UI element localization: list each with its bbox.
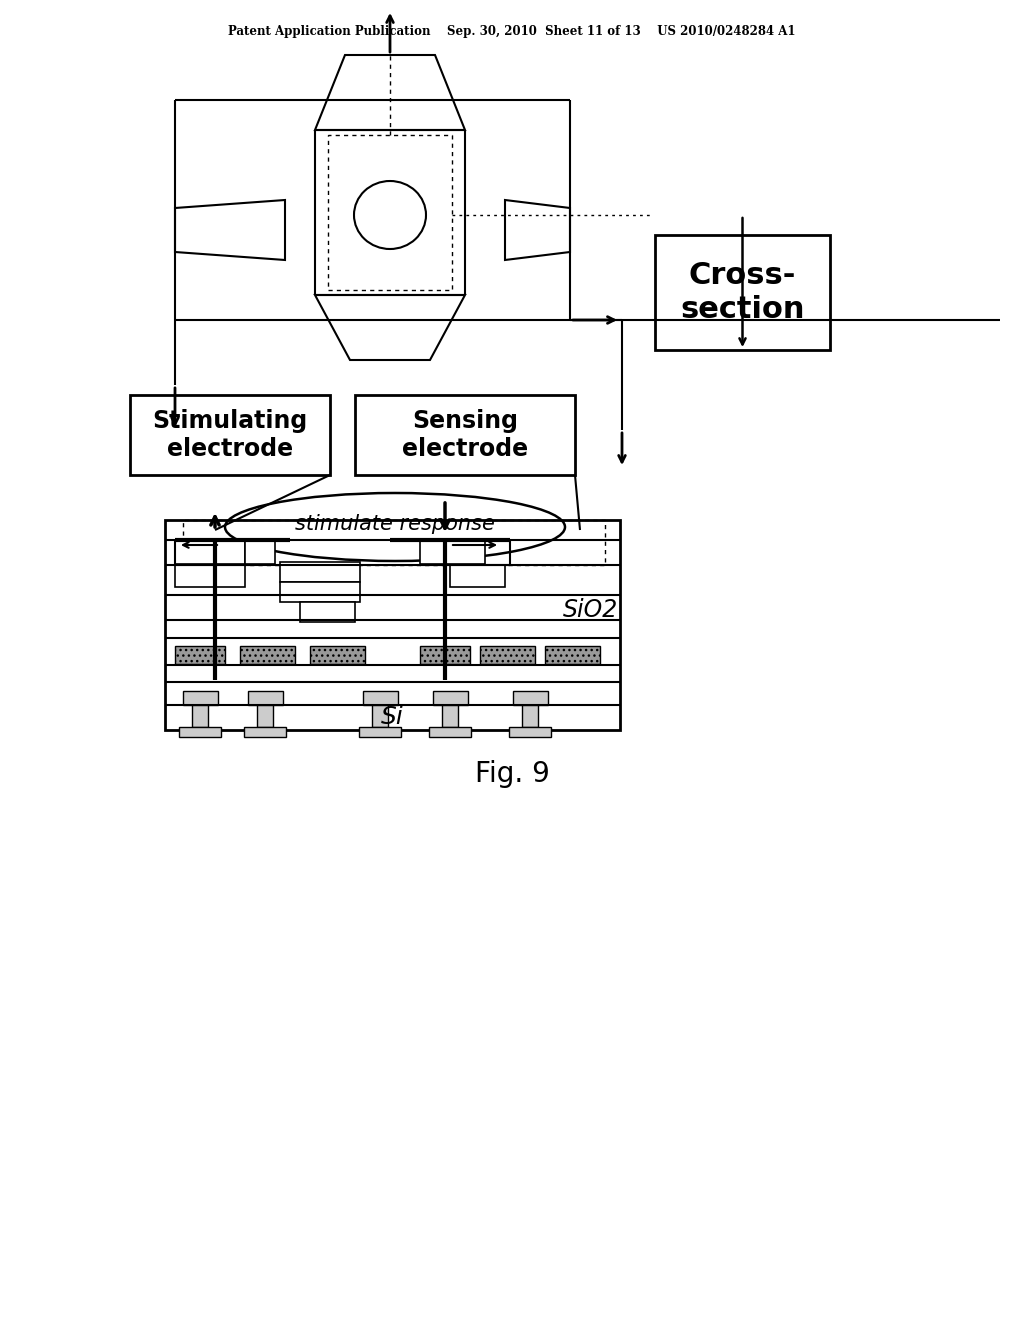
Bar xyxy=(429,727,471,737)
Bar xyxy=(310,645,365,664)
Bar xyxy=(480,645,535,664)
Bar xyxy=(175,645,225,664)
Bar xyxy=(179,727,221,737)
Bar xyxy=(432,690,468,705)
Bar xyxy=(175,541,245,564)
Bar xyxy=(372,705,388,727)
Bar xyxy=(442,705,458,727)
Bar xyxy=(509,727,551,737)
Bar xyxy=(545,645,600,664)
Bar xyxy=(183,520,605,565)
Bar xyxy=(248,690,283,705)
Bar xyxy=(450,565,505,587)
Bar xyxy=(522,705,538,727)
Bar xyxy=(280,562,360,582)
Bar xyxy=(182,690,217,705)
Bar xyxy=(175,565,245,587)
Text: Fig. 9: Fig. 9 xyxy=(474,760,550,788)
Bar xyxy=(655,235,830,350)
Bar xyxy=(420,645,470,664)
Bar xyxy=(300,602,355,622)
Bar xyxy=(244,727,286,737)
Bar xyxy=(280,582,360,602)
Text: Si: Si xyxy=(381,705,403,729)
Bar xyxy=(257,705,273,727)
Text: SiO2: SiO2 xyxy=(562,598,617,622)
Bar xyxy=(355,395,575,475)
Bar xyxy=(328,135,452,290)
Bar xyxy=(130,395,330,475)
Bar xyxy=(193,705,208,727)
Text: Sensing
electrode: Sensing electrode xyxy=(402,409,528,461)
Text: Cross-
section: Cross- section xyxy=(680,261,805,323)
Text: stimulate response: stimulate response xyxy=(295,513,495,535)
Bar xyxy=(240,645,295,664)
Bar xyxy=(359,727,401,737)
Bar xyxy=(362,690,397,705)
Text: Patent Application Publication    Sep. 30, 2010  Sheet 11 of 13    US 2010/02482: Patent Application Publication Sep. 30, … xyxy=(228,25,796,38)
Bar xyxy=(245,541,275,564)
Bar xyxy=(165,520,620,730)
Text: Stimulating
electrode: Stimulating electrode xyxy=(153,409,307,461)
Bar xyxy=(512,690,548,705)
Bar xyxy=(420,541,485,564)
